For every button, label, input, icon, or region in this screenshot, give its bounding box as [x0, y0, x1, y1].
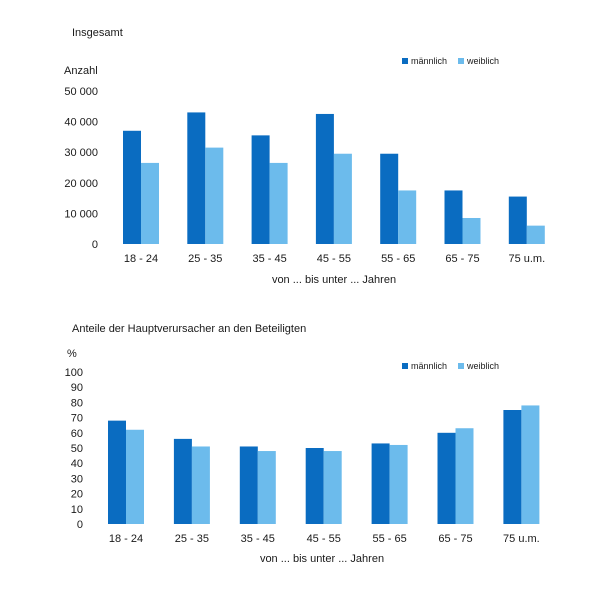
y-tick-label: 20 000 — [64, 178, 98, 190]
bar-weiblich — [205, 147, 224, 244]
x-tick-label: 18 - 24 — [109, 533, 143, 545]
chart-anteile-hauptverursacher: Anteile der Hauptverursacher an den Bete… — [65, 323, 540, 565]
chart-title: Insgesamt — [72, 27, 123, 39]
x-axis-label: von ... bis unter ... Jahren — [272, 274, 396, 286]
legend-swatch-weiblich — [458, 58, 464, 64]
y-tick-label: 50 000 — [64, 86, 98, 98]
legend-label: männlich — [411, 361, 447, 371]
bar-weiblich — [462, 217, 481, 244]
x-tick-label: 75 u.m. — [508, 253, 545, 265]
x-tick-label: 45 - 55 — [307, 533, 341, 545]
x-tick-label: 65 - 75 — [438, 533, 472, 545]
bar-weiblich — [521, 405, 540, 524]
bar-weiblich — [526, 225, 545, 244]
y-tick-label: 70 — [71, 413, 83, 425]
bar-maennlich — [239, 446, 258, 524]
bar-maennlich — [251, 135, 270, 244]
x-tick-label: 25 - 35 — [188, 253, 222, 265]
bar-weiblich — [191, 446, 210, 524]
x-tick-label: 55 - 65 — [381, 253, 415, 265]
bar-weiblich — [455, 428, 474, 524]
bar-maennlich — [173, 438, 192, 524]
bar-maennlich — [315, 113, 334, 244]
x-tick-label: 35 - 45 — [241, 533, 275, 545]
chart-insgesamt: Insgesamt Anzahl 0 10 000 20 000 30 000 40 000… — [64, 27, 545, 286]
x-tick-label: 25 - 35 — [175, 533, 209, 545]
bar-maennlich — [305, 448, 324, 524]
legend-label: männlich — [411, 56, 447, 66]
bar-maennlich — [503, 410, 522, 524]
bar-maennlich — [508, 196, 527, 244]
y-tick-label: 40 — [71, 458, 83, 470]
legend-label: weiblich — [466, 361, 499, 371]
y-tick-label: 80 — [71, 397, 83, 409]
bar-weiblich — [269, 162, 288, 244]
y-tick-label: 0 — [77, 519, 83, 531]
bar-maennlich — [380, 153, 399, 244]
y-tick-label: 0 — [92, 239, 98, 251]
y-tick-label: 10 — [71, 504, 83, 516]
chart-title: Anteile der Hauptverursacher an den Bete… — [72, 323, 306, 335]
bar-maennlich — [123, 130, 141, 244]
x-tick-label: 65 - 75 — [445, 253, 479, 265]
bar-maennlich — [437, 432, 456, 524]
y-tick-label: 30 — [71, 473, 83, 485]
x-axis-label: von ... bis unter ... Jahren — [260, 553, 384, 565]
bar-maennlich — [108, 420, 126, 524]
y-tick-label: 60 — [71, 428, 83, 440]
x-tick-label: 18 - 24 — [124, 253, 158, 265]
bar-maennlich — [187, 112, 206, 244]
bar-maennlich — [444, 190, 463, 244]
y-tick-label: 50 — [71, 443, 83, 455]
x-tick-label: 55 - 65 — [372, 533, 406, 545]
bar-weiblich — [126, 429, 144, 524]
bar-weiblich — [323, 451, 342, 524]
bar-weiblich — [389, 444, 408, 524]
bar-weiblich — [141, 162, 159, 244]
bar-weiblich — [257, 451, 276, 524]
y-axis-label: Anzahl — [64, 65, 98, 77]
bar-weiblich — [333, 153, 352, 244]
x-tick-label: 45 - 55 — [317, 253, 351, 265]
legend-swatch-weiblich — [458, 363, 464, 369]
bar-weiblich — [398, 190, 417, 244]
y-tick-label: 20 — [71, 489, 83, 501]
x-tick-label: 75 u.m. — [503, 533, 540, 545]
y-tick-label: 90 — [71, 382, 83, 394]
y-tick-label: 100 — [65, 367, 83, 379]
x-tick-label: 35 - 45 — [252, 253, 286, 265]
y-axis-label: % — [67, 348, 77, 360]
legend-label: weiblich — [466, 56, 499, 66]
y-tick-label: 40 000 — [64, 117, 98, 129]
legend-swatch-maennlich — [402, 363, 408, 369]
y-tick-label: 30 000 — [64, 147, 98, 159]
bar-maennlich — [371, 443, 390, 524]
legend-swatch-maennlich — [402, 58, 408, 64]
y-tick-label: 10 000 — [64, 208, 98, 220]
